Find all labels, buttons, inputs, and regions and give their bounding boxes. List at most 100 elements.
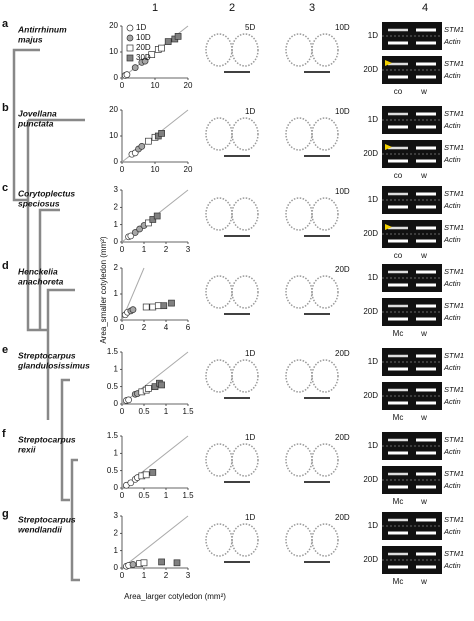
point — [174, 33, 182, 40]
point — [149, 303, 157, 311]
gel-day: 20D — [363, 229, 378, 238]
point — [158, 130, 165, 137]
point — [127, 479, 135, 487]
gel-day: 1D — [368, 31, 378, 40]
x-tick-label: 10 — [151, 81, 160, 90]
cotyledon — [311, 359, 339, 393]
legend-label: 10D — [136, 33, 151, 42]
panel-letter: f — [2, 428, 6, 440]
tree-branch — [26, 120, 48, 332]
drawing-label: 10D — [335, 107, 350, 116]
cotyledon — [231, 523, 259, 557]
y-tick-label: 0 — [114, 483, 119, 492]
legend-label: 20D — [136, 43, 151, 52]
gene-label: STM1 — [444, 469, 464, 478]
point — [142, 471, 150, 479]
cotyledon — [205, 275, 233, 309]
y-tick-label: 2 — [114, 202, 119, 211]
cotyledon — [231, 197, 259, 231]
cotyledon — [285, 359, 313, 393]
gene-label: Actin — [443, 363, 461, 372]
panel-letter: d — [2, 260, 9, 272]
gel-day: 1D — [368, 441, 378, 450]
legend-label: 30D — [136, 53, 151, 62]
y-tick-label: 3 — [114, 185, 119, 194]
lane-label: w — [420, 251, 427, 260]
y-tick-label: 0 — [114, 399, 119, 408]
point — [125, 396, 132, 404]
gel-day: 20D — [363, 149, 378, 158]
drawing-label: 1D — [245, 107, 255, 116]
x-tick-label: 4 — [164, 323, 169, 332]
point — [142, 303, 150, 311]
y-tick-label: 0 — [114, 315, 119, 324]
tree-branch — [38, 208, 60, 330]
species-name: Jovellana — [18, 108, 57, 118]
x-tick-label: 2 — [164, 571, 169, 580]
gel-day: 20D — [363, 555, 378, 564]
y-tick-label: 20 — [109, 105, 118, 114]
gene-label: STM1 — [444, 25, 464, 34]
point — [141, 57, 149, 65]
cotyledon — [231, 443, 259, 477]
legend-marker — [126, 34, 134, 42]
gene-label: STM1 — [444, 143, 464, 152]
lane-label: w — [420, 497, 427, 506]
point — [145, 219, 152, 227]
species-name: Streptocarpus — [18, 514, 76, 524]
gel-day: 1D — [368, 273, 378, 282]
y-tick-label: 2 — [114, 528, 119, 537]
lane-label: co — [394, 87, 403, 96]
point — [131, 64, 139, 71]
lane-label: w — [420, 87, 427, 96]
y-tick-label: 0.5 — [107, 382, 119, 391]
gene-label: Actin — [443, 397, 461, 406]
y-tick-label: 1 — [114, 289, 119, 298]
gel-day: 1D — [368, 195, 378, 204]
gene-label: STM1 — [444, 549, 464, 558]
species-name: Corytoplectus — [18, 188, 75, 198]
cotyledon — [311, 197, 339, 231]
column-header: 4 — [422, 2, 428, 14]
phylogeny — [12, 48, 85, 582]
point — [149, 469, 157, 476]
point — [164, 38, 172, 45]
gene-label: STM1 — [444, 59, 464, 68]
drawing-label: 1D — [245, 513, 255, 522]
drawing-label: 10D — [335, 187, 350, 196]
point — [129, 306, 137, 313]
species-name: glandulosissimus — [17, 360, 90, 370]
x-tick-label: 10 — [151, 165, 160, 174]
arrowhead — [385, 224, 392, 230]
gene-label: STM1 — [444, 189, 464, 198]
y-tick-label: 10 — [109, 47, 118, 56]
cotyledon — [285, 117, 313, 151]
species-name: Antirrhinum — [17, 24, 67, 34]
x-tick-label: 20 — [184, 81, 193, 90]
cotyledon — [285, 523, 313, 557]
cotyledon — [205, 117, 233, 151]
cotyledon — [231, 359, 259, 393]
x-tick-label: 2 — [142, 323, 147, 332]
reference-line — [121, 515, 189, 569]
lane-label: Mc — [393, 497, 404, 506]
point — [154, 302, 162, 310]
lane-label: w — [420, 577, 427, 586]
drawing-label: 1D — [245, 349, 255, 358]
cotyledon — [285, 443, 313, 477]
species-name: speciosus — [18, 198, 60, 208]
cotyledon — [205, 443, 233, 477]
cotyledon — [205, 33, 233, 67]
point — [148, 51, 156, 58]
species-name: anachoreta — [18, 276, 64, 286]
x-tick-label: 0.5 — [138, 491, 150, 500]
gel-day: 20D — [363, 475, 378, 484]
gene-label: STM1 — [444, 109, 464, 118]
species-name: Streptocarpus — [18, 434, 76, 444]
lane-label: Mc — [393, 577, 404, 586]
point — [123, 71, 131, 78]
point — [173, 559, 181, 567]
drawing-label: 20D — [335, 513, 350, 522]
species-name: majus — [18, 34, 43, 44]
